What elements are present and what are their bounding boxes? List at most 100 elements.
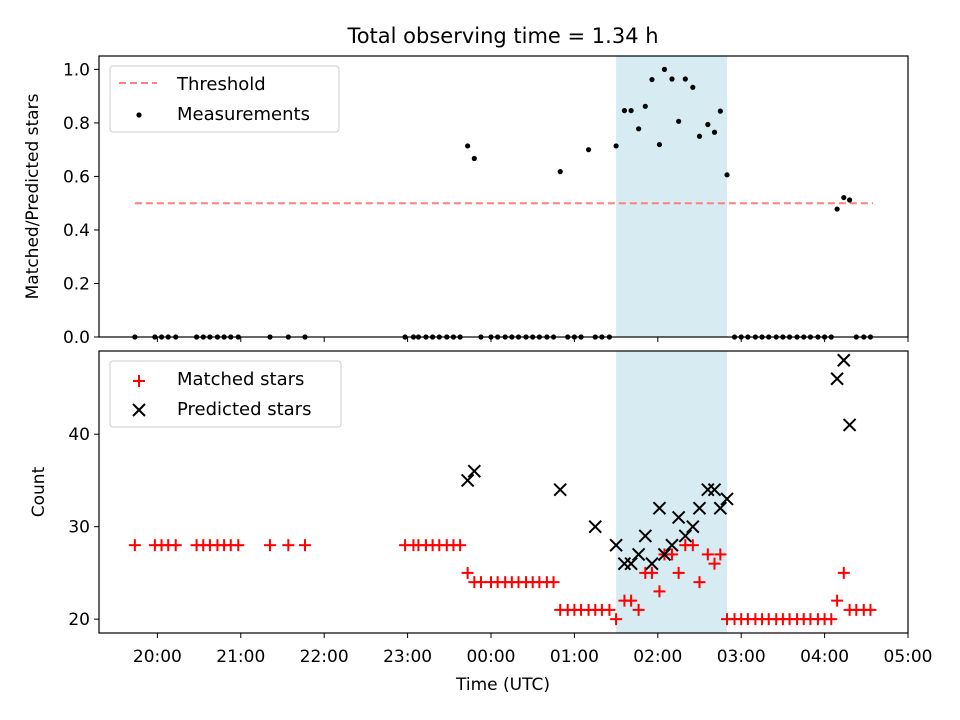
measurement-point (669, 76, 675, 82)
measurement-point (656, 141, 663, 148)
measurement-point (676, 118, 682, 124)
matched-star-point (461, 566, 474, 579)
measurement-point (649, 76, 655, 83)
measurement-point (471, 155, 477, 162)
y-tick-label: 0.0 (63, 328, 90, 348)
x-tick-label: 00:00 (466, 647, 515, 667)
y-tick-label: 1.0 (63, 60, 90, 80)
predicted-star-point (638, 529, 652, 543)
measurement-point (841, 194, 847, 201)
y-tick-label: 0.6 (63, 167, 90, 187)
x-tick-label: 01:00 (550, 647, 599, 667)
predicted-star-point (624, 556, 638, 571)
predicted-star-point (686, 519, 700, 534)
predicted-star-point (665, 538, 679, 552)
matched-star-point (701, 548, 714, 561)
chart-title: Total observing time = 1.34 h (346, 24, 658, 48)
measurement-point (621, 107, 628, 114)
matched-star-point (693, 576, 706, 589)
upper-panel: 0.0 0.2 0.4 0.6 0.8 1.0 Matched/Predicted sta… (23, 55, 909, 348)
predicted-star-point (837, 353, 851, 367)
legend-matched-label: Matched stars (177, 369, 304, 390)
predicted-star-point (692, 501, 707, 515)
legend-predicted-swatch (132, 403, 146, 417)
y-tick-label: 40 (68, 425, 90, 445)
matched-star-point (232, 539, 245, 552)
matched-star-point (625, 594, 638, 607)
x-tick-label: 03:00 (717, 647, 766, 667)
measurement-point (711, 129, 718, 135)
predicted-star-point (671, 510, 686, 525)
matched-star-point (547, 576, 560, 589)
matched-star-point (708, 557, 721, 570)
legend-threshold-label: Threshold (176, 74, 266, 95)
matched-star-point (454, 539, 467, 552)
lower-highlight-span (616, 351, 728, 633)
measurement-point (613, 143, 619, 149)
matched-star-point (474, 576, 487, 589)
x-tick-label: 02:00 (633, 647, 682, 667)
lower-panel: 20 30 40 Count Matched stars Predicted sta… (29, 350, 909, 638)
predicted-star-point (588, 519, 602, 534)
x-tick-label: 22:00 (300, 647, 349, 667)
matched-star-point (645, 566, 658, 579)
matched-star-point (686, 539, 699, 552)
measurement-point (465, 143, 471, 149)
matched-star-point (128, 539, 141, 552)
matched-star-point (825, 613, 838, 626)
upper-legend: Threshold Measurements (109, 65, 340, 133)
measurement-point (585, 147, 592, 153)
predicted-star-point (645, 556, 659, 571)
x-axis-label: Time (UTC) (455, 675, 550, 695)
matched-star-point (653, 585, 666, 598)
predicted-star-point (678, 529, 693, 543)
matched-star-point (282, 539, 295, 552)
upper-axes-frame (98, 55, 909, 338)
predicted-star-point (467, 464, 482, 478)
predicted-star-point (553, 482, 567, 497)
predicted-star-point (713, 501, 728, 515)
matched-star-point (665, 548, 678, 561)
measurement-point (696, 133, 703, 139)
measurement-point (661, 66, 668, 72)
matched-star-point (299, 539, 312, 552)
x-tick-label: 20:00 (133, 647, 182, 667)
lower-legend: Matched stars Predicted stars (109, 360, 342, 428)
matched-star-point (864, 603, 877, 616)
predicted-star-point (652, 501, 667, 515)
predicted-star-point (707, 482, 722, 497)
lower-axes-frame (98, 350, 909, 634)
matched-star-point (169, 539, 182, 552)
matched-star-point (672, 566, 685, 579)
predicted-star-point (842, 418, 857, 432)
measurement-point (636, 126, 642, 132)
measurement-point (642, 103, 648, 109)
lower-y-axis-label: Count (29, 466, 49, 517)
x-tick-label: 05:00 (884, 647, 933, 667)
y-tick-label: 0.2 (63, 274, 90, 294)
y-tick-label: 20 (68, 610, 90, 630)
matched-star-point (603, 603, 616, 616)
measurement-point (557, 169, 563, 175)
y-tick-label: 0.4 (63, 221, 90, 241)
x-tick-label: 04:00 (800, 647, 849, 667)
legend-matched-swatch (133, 375, 145, 387)
legend-measurements-swatch (136, 112, 142, 118)
predicted-star-point (609, 538, 623, 552)
upper-y-axis-label: Matched/Predicted stars (23, 93, 43, 299)
predicted-star-point (657, 547, 672, 562)
matched-star-point (837, 566, 850, 579)
measurement-point (724, 172, 730, 178)
x-tick-label: 21:00 (216, 647, 265, 667)
matched-star-point (714, 548, 727, 561)
matched-star-point (610, 613, 623, 626)
measurement-point (690, 84, 696, 90)
predicted-star-point (631, 547, 646, 562)
x-tick-label: 23:00 (383, 647, 432, 667)
y-tick-label: 30 (68, 518, 90, 538)
measurement-point (705, 121, 711, 128)
measurement-point (628, 107, 634, 114)
matched-star-point (831, 594, 844, 607)
legend-measurements-label: Measurements (177, 104, 310, 125)
